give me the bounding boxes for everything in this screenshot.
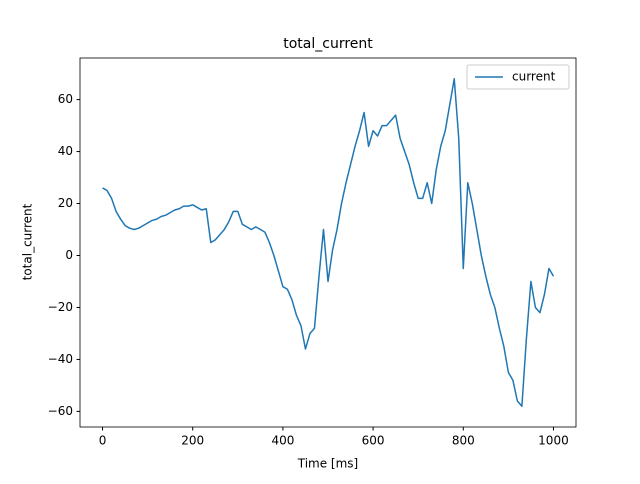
chart-title: total_current [283, 36, 373, 52]
x-tick-label: 800 [452, 434, 475, 448]
y-tick-label: 0 [65, 248, 73, 262]
y-tick-label: 60 [58, 92, 73, 106]
data-line [102, 78, 555, 407]
legend-label: current [512, 70, 556, 84]
y-tick-label: −20 [48, 300, 73, 314]
y-axis-label: total_current [21, 203, 35, 280]
x-tick-label: 400 [271, 434, 294, 448]
y-tick-label: 40 [58, 144, 73, 158]
y-tick-label: −40 [48, 352, 73, 366]
x-tick-label: 0 [99, 434, 107, 448]
x-tick-label: 1000 [538, 434, 569, 448]
y-tick-label: 20 [58, 196, 73, 210]
x-tick-label: 200 [181, 434, 204, 448]
x-tick-label: 600 [362, 434, 385, 448]
y-tick-label: −60 [48, 404, 73, 418]
legend-box [466, 64, 570, 90]
x-axis-label: Time [ms] [297, 457, 359, 471]
axes-frame [79, 57, 577, 428]
